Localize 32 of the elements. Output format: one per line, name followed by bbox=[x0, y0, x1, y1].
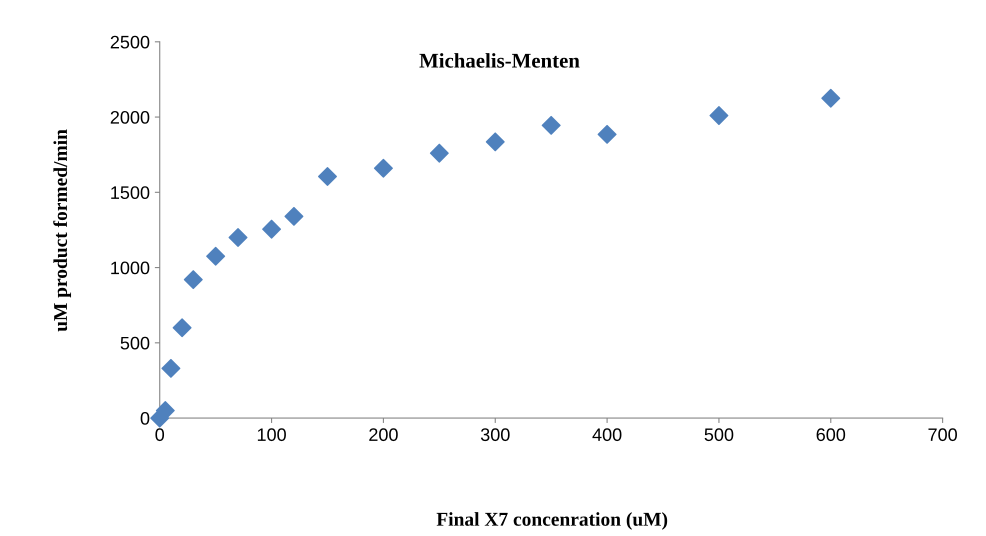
point bbox=[374, 158, 393, 178]
point bbox=[486, 132, 505, 152]
point bbox=[318, 167, 337, 186]
y-tick-label: 2500 bbox=[110, 36, 150, 49]
point bbox=[542, 116, 561, 135]
y-tick-label: 1000 bbox=[111, 262, 150, 274]
x-tick-label: 500 bbox=[704, 428, 734, 442]
x-tick-label: 400 bbox=[592, 428, 622, 442]
y-tick-label: 1500 bbox=[111, 186, 150, 200]
point bbox=[284, 206, 304, 226]
x-tick-label: 0 bbox=[155, 428, 164, 442]
x-tick-label: 100 bbox=[258, 428, 286, 442]
point bbox=[172, 318, 192, 338]
x-tick-label: 200 bbox=[369, 428, 398, 442]
x-tick-label: 600 bbox=[816, 428, 846, 442]
point bbox=[228, 228, 248, 247]
point bbox=[161, 358, 180, 378]
x-tick-label: 300 bbox=[480, 428, 510, 442]
y-tick-label: 500 bbox=[120, 336, 150, 350]
x-tick-label: 700 bbox=[928, 428, 957, 442]
y-tick-label: 2000 bbox=[110, 110, 150, 124]
point bbox=[262, 220, 282, 239]
x-axis-title: Final X7 concenration (uM) bbox=[436, 512, 668, 530]
chart-title: Michaelis-Menten bbox=[419, 53, 580, 68]
point bbox=[430, 144, 449, 163]
point bbox=[206, 246, 226, 266]
y-axis-title: uM product formed/min bbox=[53, 129, 72, 332]
point bbox=[821, 88, 840, 108]
y-tick-label: 0 bbox=[140, 412, 150, 425]
point bbox=[709, 106, 728, 126]
point bbox=[598, 124, 617, 144]
point bbox=[184, 270, 203, 290]
